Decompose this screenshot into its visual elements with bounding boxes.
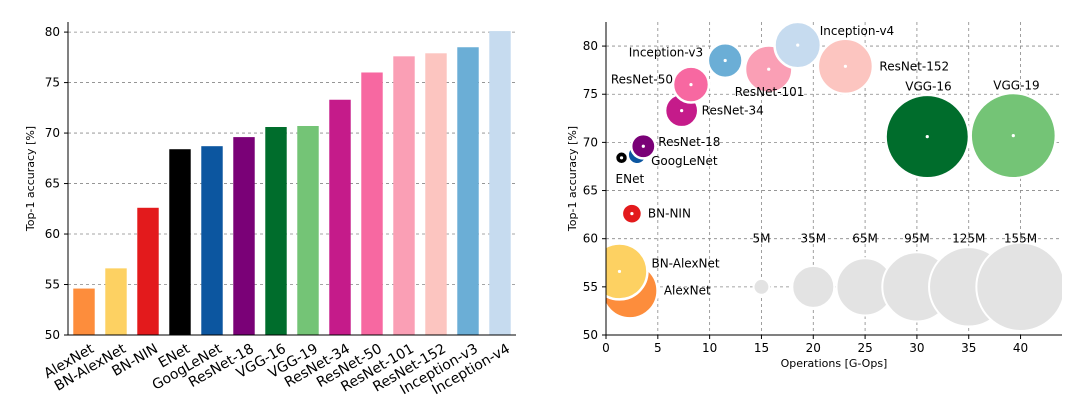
x-tick-label: 40 — [1013, 341, 1028, 355]
bubble-label: Inception-v4 — [820, 24, 894, 38]
bubble-center-dot — [723, 58, 727, 63]
bubble-center-dot — [796, 43, 800, 47]
size-legend-label: 5M — [752, 232, 770, 246]
bubble-label: VGG-19 — [993, 79, 1039, 93]
size-legend-bubble — [752, 277, 771, 296]
x-tick-label: 30 — [909, 341, 924, 355]
bubble-center-dot — [619, 156, 624, 160]
x-tick-label: 20 — [806, 341, 821, 355]
bubble-label: AlexNet — [664, 284, 711, 298]
bar — [265, 127, 287, 335]
bubble-label: ResNet-50 — [611, 73, 673, 87]
bubble-center-dot — [630, 212, 634, 216]
bubble-label: ResNet-152 — [879, 59, 949, 73]
bar — [393, 56, 415, 335]
bar — [361, 72, 383, 335]
bubble-label: VGG-16 — [905, 80, 951, 94]
bubble-center-dot — [767, 67, 771, 71]
bar — [73, 288, 95, 335]
size-legend-label: 65M — [852, 232, 878, 246]
bar-chart: 50556065707580AlexNetBN-AlexNetBN-NINENe… — [24, 22, 516, 398]
x-tick-label: 15 — [754, 341, 769, 355]
y-axis-label: Top-1 accuracy [%] — [566, 126, 579, 232]
y-tick-label: 65 — [45, 177, 60, 191]
size-legend-bubble — [791, 264, 836, 309]
y-tick-label: 55 — [45, 278, 60, 292]
bar — [425, 53, 447, 336]
y-axis-label: Top-1 accuracy [%] — [24, 126, 37, 232]
plot-area — [606, 20, 1062, 333]
bubble-center-dot — [925, 135, 929, 139]
bubble-center-dot — [1011, 134, 1015, 138]
bar — [233, 137, 255, 335]
y-tick-label: 80 — [583, 39, 598, 53]
bubble-center-dot — [617, 269, 622, 274]
bubble-label: ResNet-18 — [658, 135, 720, 149]
y-tick-label: 80 — [45, 25, 60, 39]
bubble-label: Inception-v3 — [629, 46, 703, 60]
bar — [329, 99, 351, 335]
bubble-label: BN-AlexNet — [651, 256, 719, 270]
bar — [297, 125, 319, 336]
bubble-label: GoogLeNet — [651, 154, 718, 168]
y-tick-label: 55 — [583, 280, 598, 294]
x-tick-label: 0 — [602, 341, 610, 355]
size-legend-bubble — [975, 241, 1062, 333]
bubble-chart: 50 55 60 65 70 75 80 0 5 10 15 20 25 30 35 40 5M 35M 65M 95… — [566, 20, 1062, 370]
bubble-label: BN-NIN — [648, 207, 691, 221]
size-legend-label: 125M — [952, 232, 985, 246]
bar — [489, 31, 511, 335]
x-tick-label: 10 — [702, 341, 717, 355]
y-tick-label: 70 — [583, 135, 598, 149]
bar — [137, 207, 159, 335]
x-tick-label: 35 — [961, 341, 976, 355]
bar — [457, 47, 479, 335]
bubble-label: ResNet-34 — [702, 104, 764, 118]
bubble-center-dot — [641, 144, 645, 148]
bubble-label: ResNet-101 — [735, 85, 805, 99]
size-legend-label: 95M — [904, 232, 930, 246]
size-legend-label: 35M — [800, 232, 826, 246]
y-tick-label: 60 — [45, 227, 60, 241]
bubble-center-dot — [843, 64, 848, 68]
y-tick-label: 50 — [45, 328, 60, 342]
y-tick-label: 70 — [45, 126, 60, 140]
y-tick-label: 75 — [45, 76, 60, 90]
bar — [105, 268, 127, 335]
x-axis-label: Operations [G-Ops] — [781, 357, 888, 370]
y-tick-label: 60 — [583, 232, 598, 246]
bar — [169, 149, 191, 335]
bubble-label: ENet — [616, 172, 645, 186]
y-tick-label: 75 — [583, 87, 598, 101]
size-legend-label: 155M — [1004, 232, 1037, 246]
x-tick-label: 25 — [857, 341, 872, 355]
bubble-center-dot — [680, 109, 684, 113]
x-tick-label: 5 — [654, 341, 662, 355]
bubble — [606, 242, 649, 301]
y-tick-label: 50 — [583, 328, 598, 342]
y-tick-label: 65 — [583, 184, 598, 198]
bar — [201, 146, 223, 335]
bubble-center-dot — [689, 83, 693, 87]
